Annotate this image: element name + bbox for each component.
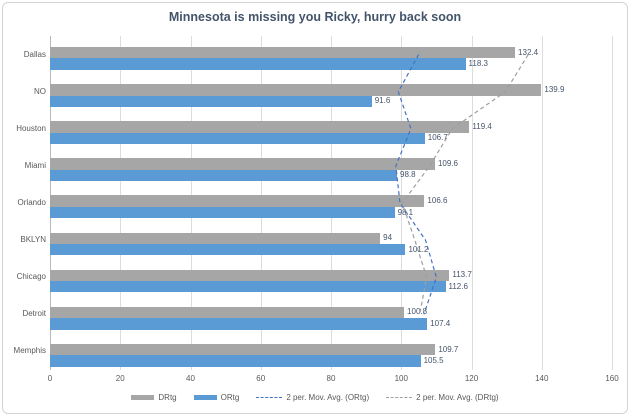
ortg-value-label: 98.1 <box>397 207 414 217</box>
legend-item-ortg[interactable]: ORtg <box>193 393 240 402</box>
drtg-value-label: 132.4 <box>518 47 539 57</box>
x-tick-label-60: 60 <box>256 374 266 383</box>
legend-label: 2 per. Mov. Avg. (ORtg) <box>286 393 370 402</box>
drtg-value-label: 109.7 <box>438 344 459 354</box>
ortg-bar-houston[interactable] <box>50 132 425 144</box>
x-tick-label-40: 40 <box>186 374 195 383</box>
legend-dash-swatch <box>256 397 283 398</box>
legend-label: 2 per. Mov. Avg. (DRtg) <box>416 393 499 402</box>
ortg-bar-miami[interactable] <box>50 169 398 182</box>
legend-item-2-per-mov-avg-drtg-[interactable]: 2 per. Mov. Avg. (DRtg) <box>386 393 499 402</box>
ortg-value-label: 107.4 <box>430 318 451 328</box>
x-tick-label-140: 140 <box>535 374 549 383</box>
legend-item-drtg[interactable]: DRtg <box>131 393 177 402</box>
drtg-bar-dallas[interactable] <box>50 47 516 59</box>
x-tick-label-0: 0 <box>47 374 53 383</box>
legend-label: DRtg <box>158 393 177 402</box>
drtg-bar-no[interactable] <box>50 84 542 96</box>
chart-title: Minnesota is missing you Ricky, hurry ba… <box>168 10 462 24</box>
category-label-miami: Miami <box>24 160 46 170</box>
legend-bar-swatch <box>193 395 217 400</box>
category-label-bklyn: BKLYN <box>20 235 46 245</box>
ortg-value-label: 101.2 <box>408 244 429 254</box>
category-label-houston: Houston <box>16 123 46 133</box>
ortg-value-label: 106.7 <box>427 133 448 143</box>
legend-dash-swatch <box>386 397 413 398</box>
ortg-value-label: 112.6 <box>448 281 468 291</box>
category-label-detroit: Detroit <box>22 309 46 319</box>
ortg-bar-orlando[interactable] <box>50 206 395 219</box>
drtg-value-label: 100.8 <box>407 307 428 317</box>
ortg-bar-dallas[interactable] <box>50 58 466 70</box>
legend-item-2-per-mov-avg-ortg-[interactable]: 2 per. Mov. Avg. (ORtg) <box>256 393 369 402</box>
ortg-value-label: 98.8 <box>400 170 416 180</box>
legend-bar-swatch <box>131 395 155 400</box>
ortg-bar-bklyn[interactable] <box>50 243 406 256</box>
x-tick-label-80: 80 <box>326 374 336 383</box>
drtg-value-label: 139.9 <box>544 84 565 94</box>
drtg-value-label: 109.6 <box>437 159 458 169</box>
legend-label: ORtg <box>220 393 240 402</box>
x-tick-label-120: 120 <box>464 374 479 383</box>
drtg-bar-bklyn[interactable] <box>50 232 381 244</box>
category-label-dallas: Dallas <box>23 49 46 59</box>
drtg-bar-chicago[interactable] <box>50 269 450 282</box>
ortg-bar-no[interactable] <box>50 95 372 107</box>
category-label-orlando: Orlando <box>17 198 46 207</box>
gridline <box>612 36 613 370</box>
drtg-bar-detroit[interactable] <box>50 306 405 319</box>
category-label-memphis: Memphis <box>13 346 46 356</box>
ortg-value-label: 105.5 <box>423 355 444 365</box>
drtg-value-label: 106.6 <box>427 196 448 206</box>
ortg-value-label: 91.6 <box>374 96 391 106</box>
x-tick-label-100: 100 <box>394 374 408 383</box>
x-tick-label-20: 20 <box>115 374 125 383</box>
ortg-bar-chicago[interactable] <box>50 281 446 293</box>
category-label-no: NO <box>34 86 46 96</box>
ortg-value-label: 118.3 <box>468 59 488 69</box>
legend: DRtg ORtg 2 per. Mov. Avg. (ORtg) 2 per. Mo… <box>3 393 627 402</box>
category-label-chicago: Chicago <box>16 272 46 282</box>
drtg-bar-miami[interactable] <box>50 158 435 170</box>
drtg-value-label: 119.4 <box>472 121 492 131</box>
drtg-bar-houston[interactable] <box>50 121 470 133</box>
drtg-bar-orlando[interactable] <box>50 195 425 207</box>
gridline <box>541 36 543 370</box>
plot-area: 132.4 118.3 139.9 91.6 119.4 106.7 109.6 98.8 10… <box>50 36 613 370</box>
drtg-bar-memphis[interactable] <box>50 343 436 356</box>
drtg-value-label: 113.7 <box>452 270 472 280</box>
ortg-bar-memphis[interactable] <box>50 355 421 367</box>
ortg-bar-detroit[interactable] <box>50 318 428 330</box>
drtg-value-label: 94 <box>383 233 393 243</box>
x-tick-label-160: 160 <box>605 374 619 383</box>
